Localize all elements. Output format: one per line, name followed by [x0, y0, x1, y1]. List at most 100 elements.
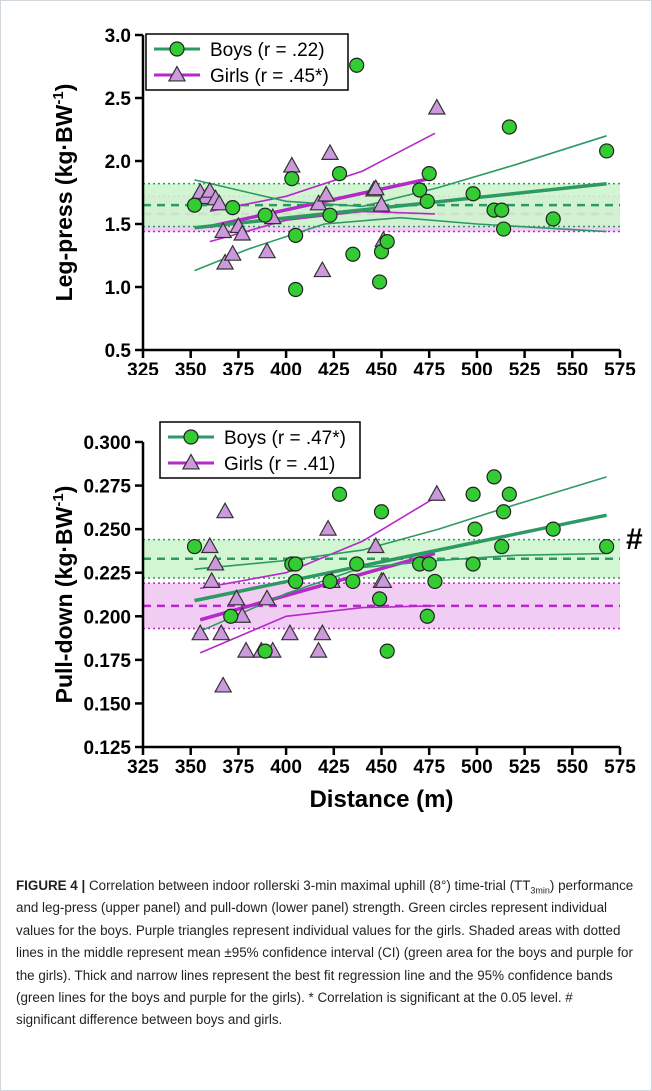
- boys-point: [545, 521, 561, 537]
- y-tick-label: 0.150: [83, 694, 131, 715]
- y-tick-label: 0.225: [83, 564, 131, 585]
- girls-point: [215, 253, 235, 270]
- caption-text-2: ) performance and leg-press (upper panel…: [16, 878, 634, 1028]
- boys-point: [419, 608, 435, 624]
- caption-lead: FIGURE 4 |: [16, 878, 86, 893]
- boys-point: [496, 221, 512, 237]
- boys-point: [419, 193, 435, 209]
- y-tick-label: 3.0: [105, 26, 131, 47]
- y-axis-label-main: Pull-down (kg·BW: [51, 506, 77, 703]
- y-tick-label: 0.125: [83, 738, 131, 759]
- boys-point: [467, 521, 483, 537]
- boys-legend-marker: [169, 41, 185, 57]
- boys-point: [225, 200, 241, 216]
- boys-point: [288, 227, 304, 243]
- boys-point: [322, 207, 338, 223]
- y-axis-label-close: ): [51, 486, 77, 494]
- boys-point: [501, 486, 517, 502]
- girls-point: [280, 623, 300, 641]
- boys-point: [486, 469, 502, 485]
- x-tick-label: 550: [556, 757, 588, 778]
- x-tick-label: 450: [366, 360, 398, 375]
- y-axis-label-main: Leg-press (kg·BW: [51, 104, 77, 301]
- girls-point: [309, 641, 328, 658]
- girls-point: [223, 244, 242, 261]
- x-tick-label: 325: [127, 757, 159, 778]
- y-axis-label-superscript: -1: [50, 493, 67, 506]
- boys-point: [421, 166, 437, 182]
- girls-point: [227, 589, 246, 606]
- boys-point: [284, 171, 300, 187]
- boys-point: [322, 573, 338, 590]
- x-tick-label: 575: [604, 757, 636, 778]
- girls-point: [427, 98, 446, 115]
- x-tick-label: 500: [461, 757, 493, 778]
- girls-point: [233, 224, 252, 241]
- boys-legend-label: Boys (r = .47*): [224, 428, 346, 449]
- x-tick-label: 450: [366, 757, 398, 778]
- girls-ci-band-upper: [209, 132, 436, 213]
- girls-point: [191, 623, 210, 641]
- y-axis-label: Leg-press (kg·BW-1): [50, 84, 77, 302]
- x-tick-label: 525: [509, 360, 541, 375]
- boys-point: [465, 186, 481, 202]
- boys-point: [465, 556, 481, 572]
- girls-point: [313, 623, 332, 641]
- girls-point: [309, 194, 328, 211]
- boys-point: [379, 643, 395, 659]
- boys-point: [465, 486, 481, 502]
- girls-point: [212, 623, 231, 641]
- x-tick-label: 375: [223, 757, 255, 778]
- boys-point: [331, 486, 348, 502]
- boys-point: [331, 166, 348, 182]
- y-tick-label: 1.5: [105, 215, 132, 236]
- boys-point: [494, 538, 510, 555]
- x-tick-label: 400: [270, 360, 302, 375]
- girls-ci-band-upper: [200, 497, 436, 590]
- y-tick-label: 0.275: [83, 477, 131, 498]
- boys-point: [345, 246, 361, 262]
- x-tick-label: 375: [223, 360, 255, 375]
- girls-point: [236, 641, 256, 658]
- boys-point: [345, 573, 361, 590]
- x-tick-label: 350: [175, 757, 207, 778]
- girls-legend-marker: [181, 453, 201, 470]
- leg-press-chart: 0.5 1.0 1.5 2.0 2.5 3.0 325 350 375 400 425 450 475 5…: [50, 26, 636, 375]
- girls-point: [214, 221, 233, 239]
- girls-point: [366, 178, 385, 196]
- girls-legend-marker: [167, 65, 187, 82]
- girls-point: [210, 194, 229, 211]
- y-tick-label: 0.200: [83, 607, 131, 628]
- boys-point: [371, 591, 388, 607]
- boys-point: [288, 573, 304, 590]
- girls-legend-label: Girls (r = .45*): [210, 66, 329, 87]
- girls-point: [215, 501, 235, 519]
- caption-text-1: Correlation between indoor rollerski 3-m…: [85, 878, 531, 893]
- boys-ci-band-upper: [194, 476, 607, 570]
- boys-point: [257, 207, 273, 223]
- y-axis-label-superscript: -1: [50, 91, 67, 104]
- boys-legend-label: Boys (r = .22): [210, 40, 325, 61]
- girls-point: [282, 156, 301, 173]
- boys-point: [186, 538, 203, 555]
- girls-point: [313, 260, 332, 278]
- boys-point: [599, 143, 615, 159]
- boys-point: [599, 538, 615, 555]
- boys-legend-marker: [183, 429, 199, 445]
- x-tick-label: 475: [413, 757, 445, 778]
- boys-point: [288, 556, 304, 572]
- boys-point: [412, 182, 428, 198]
- girls-point: [427, 484, 446, 501]
- boys-point: [379, 234, 395, 250]
- x-tick-label: 400: [270, 757, 302, 778]
- boys-point: [349, 556, 365, 572]
- boys-regression-line: [194, 513, 607, 603]
- y-tick-label: 0.300: [83, 433, 131, 454]
- boys-point: [421, 556, 437, 572]
- boys-point: [494, 202, 510, 218]
- boys-point: [349, 57, 365, 73]
- boys-point: [427, 573, 443, 590]
- x-axis-label: Distance (m): [309, 786, 453, 813]
- pull-down-chart: 0.125 0.150 0.175 0.200 0.225 0.250 0.275 0.300…: [50, 421, 643, 813]
- girls-point: [320, 143, 340, 160]
